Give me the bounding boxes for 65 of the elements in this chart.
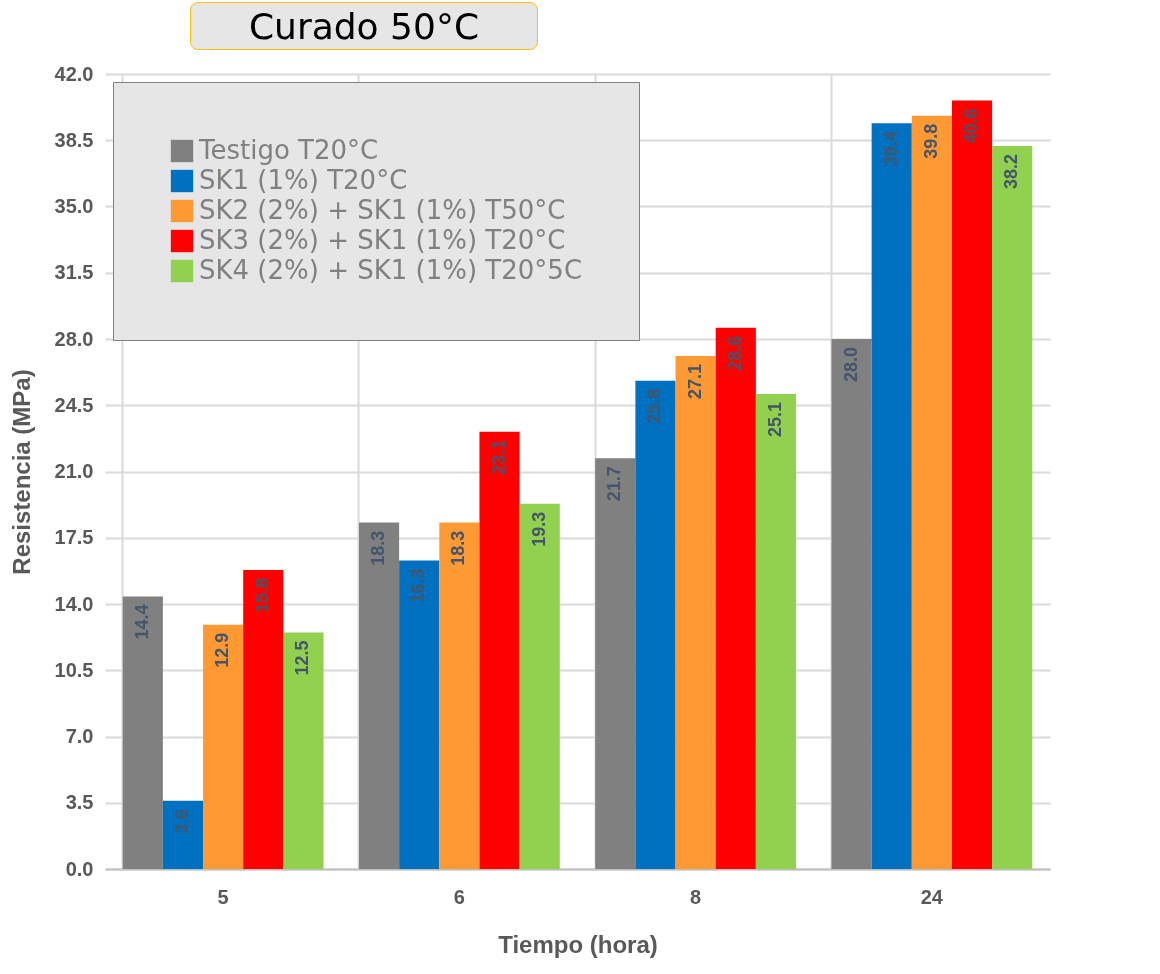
data-label: 21.7 xyxy=(604,466,625,502)
data-label: 39.4 xyxy=(880,131,901,167)
bar xyxy=(951,100,993,869)
data-label: 27.1 xyxy=(684,364,705,400)
data-label: 15.8 xyxy=(252,577,273,613)
data-label: 40.6 xyxy=(961,108,982,144)
bar xyxy=(715,327,756,869)
x-tick-label: 6 xyxy=(453,885,465,908)
bar xyxy=(755,393,797,869)
bar xyxy=(831,339,872,869)
x-axis-title: Tiempo (hora) xyxy=(498,930,658,958)
x-tick-label: 8 xyxy=(690,885,702,908)
y-tick-label: 28.0 xyxy=(54,327,94,350)
x-tick-label: 24 xyxy=(920,885,944,908)
data-label: 25.8 xyxy=(644,388,665,424)
legend-label: SK3 (2%) + SK1 (1%) T20°C xyxy=(199,225,566,255)
legend-label: Testigo T20°C xyxy=(198,135,379,165)
legend-label: SK4 (2%) + SK1 (1%) T20°5C xyxy=(199,255,583,285)
y-tick-label: 17.5 xyxy=(54,526,94,549)
bar xyxy=(635,380,676,869)
data-label: 3.6 xyxy=(171,808,192,834)
data-label: 39.8 xyxy=(920,123,941,159)
data-label: 12.5 xyxy=(292,640,313,676)
x-tick-label: 5 xyxy=(217,885,229,908)
data-label: 18.3 xyxy=(448,530,469,566)
y-tick-label: 42.0 xyxy=(54,62,94,85)
bar xyxy=(871,123,912,869)
bar xyxy=(675,356,716,869)
data-label: 12.9 xyxy=(212,632,233,668)
bar xyxy=(519,503,560,869)
bar xyxy=(911,115,952,869)
y-axis-title: Resistencia (MPa) xyxy=(7,369,35,575)
bar xyxy=(162,800,204,869)
y-tick-label: 0.0 xyxy=(65,857,94,880)
bar xyxy=(122,596,163,869)
bar xyxy=(203,624,244,869)
bar xyxy=(992,145,1033,869)
y-tick-label: 14.0 xyxy=(54,592,94,615)
data-label: 14.4 xyxy=(131,604,152,640)
data-label: 28.6 xyxy=(724,335,745,371)
bar xyxy=(283,632,324,869)
y-tick-label: 21.0 xyxy=(54,460,94,482)
y-tick-label: 7.0 xyxy=(65,725,94,747)
bar xyxy=(243,569,284,869)
bar xyxy=(358,522,400,869)
data-label: 16.3 xyxy=(408,568,429,604)
data-label: 28.0 xyxy=(840,347,861,383)
data-label: 38.2 xyxy=(1001,153,1022,189)
y-tick-label: 10.5 xyxy=(54,658,94,681)
bar xyxy=(439,522,480,869)
bar xyxy=(399,560,440,869)
data-label: 19.3 xyxy=(528,511,549,547)
data-label: 18.3 xyxy=(368,530,389,566)
bar xyxy=(479,431,520,869)
legend-label: SK2 (2%) + SK1 (1%) T50°C xyxy=(199,195,566,225)
y-tick-label: 24.5 xyxy=(54,393,94,416)
y-tick-label: 31.5 xyxy=(54,261,94,284)
y-tick-label: 38.5 xyxy=(54,128,94,151)
y-tick-label: 35.0 xyxy=(54,195,94,217)
data-label: 25.1 xyxy=(764,401,785,437)
legend-label: SK1 (1%) T20°C xyxy=(199,165,408,195)
data-label: 23.1 xyxy=(488,439,509,475)
bar xyxy=(595,458,636,869)
chart-title: Curado 50°C xyxy=(190,2,538,50)
y-tick-label: 3.5 xyxy=(65,791,94,814)
